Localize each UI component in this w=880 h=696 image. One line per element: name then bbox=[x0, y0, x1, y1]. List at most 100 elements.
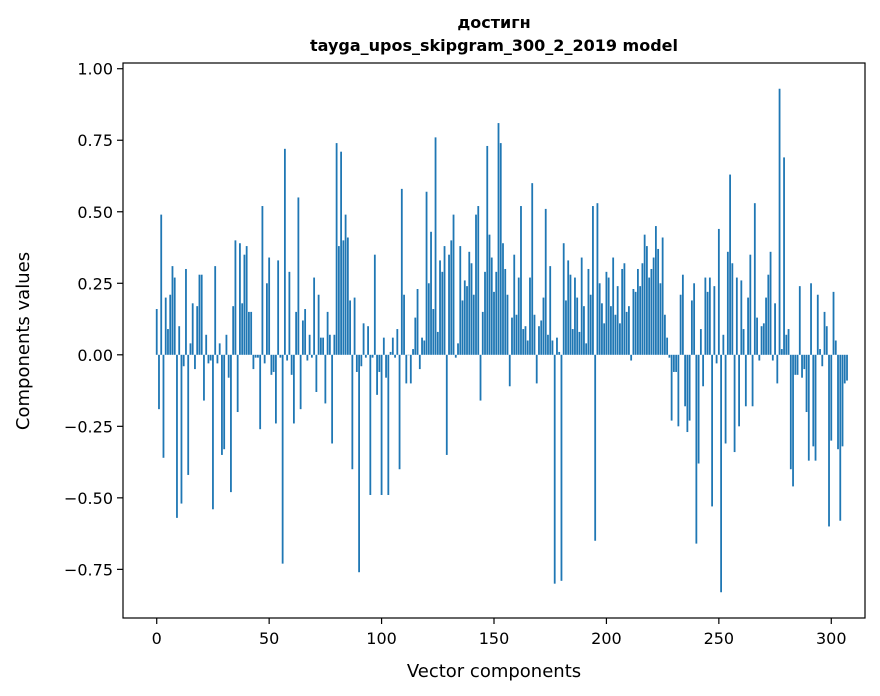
y-axis-ticks: −0.75 −0.50 −0.25 0.00 0.25 0.50 0.75 1.00 bbox=[64, 60, 123, 579]
bar bbox=[209, 354, 212, 361]
bar bbox=[252, 354, 255, 370]
bar bbox=[839, 354, 842, 521]
y-tick-label: 0.00 bbox=[77, 346, 113, 365]
bar bbox=[780, 349, 783, 355]
bar bbox=[362, 323, 365, 355]
bar bbox=[652, 257, 655, 355]
bar bbox=[290, 354, 293, 375]
bar bbox=[843, 354, 846, 384]
bar bbox=[607, 277, 610, 355]
bar bbox=[187, 354, 190, 475]
bar bbox=[425, 191, 428, 355]
bar bbox=[535, 354, 538, 384]
bar bbox=[297, 197, 300, 355]
bar bbox=[382, 337, 385, 355]
bar bbox=[580, 257, 583, 355]
bar bbox=[515, 314, 518, 355]
bar bbox=[194, 354, 196, 370]
bar bbox=[740, 280, 743, 355]
bar bbox=[614, 314, 617, 355]
y-tick-label: 1.00 bbox=[77, 60, 113, 79]
bar bbox=[430, 231, 432, 355]
bar bbox=[227, 354, 230, 378]
bar bbox=[355, 354, 358, 372]
bar bbox=[299, 354, 302, 410]
bar bbox=[423, 340, 426, 355]
bar bbox=[266, 283, 268, 355]
bar bbox=[749, 254, 752, 355]
bar bbox=[717, 228, 720, 355]
bar bbox=[445, 354, 448, 455]
bar bbox=[771, 354, 774, 361]
bar bbox=[463, 280, 466, 355]
x-tick-label: 250 bbox=[704, 629, 735, 648]
bar bbox=[571, 329, 574, 355]
bar bbox=[616, 286, 619, 355]
bar bbox=[758, 354, 761, 361]
bar bbox=[744, 354, 747, 407]
bar bbox=[814, 354, 817, 461]
bar bbox=[531, 183, 534, 355]
bar bbox=[164, 297, 167, 355]
bar bbox=[567, 260, 570, 355]
bar bbox=[340, 151, 342, 355]
bar bbox=[760, 326, 763, 355]
bar bbox=[272, 354, 275, 372]
bar bbox=[358, 354, 360, 573]
bar bbox=[328, 334, 331, 355]
bar bbox=[684, 354, 687, 407]
x-tick-label: 0 bbox=[152, 629, 162, 648]
bar bbox=[731, 263, 734, 355]
bar-series bbox=[155, 88, 848, 593]
bar bbox=[254, 354, 257, 358]
y-tick-label: −0.75 bbox=[64, 560, 113, 579]
bar bbox=[688, 354, 691, 421]
bar bbox=[715, 354, 718, 364]
bar bbox=[243, 254, 246, 355]
bar bbox=[846, 354, 848, 381]
bar bbox=[412, 349, 414, 355]
bar bbox=[234, 240, 237, 355]
bar bbox=[747, 297, 749, 355]
bar bbox=[558, 351, 561, 355]
y-tick-label: 0.50 bbox=[77, 203, 113, 222]
bar bbox=[628, 306, 630, 355]
bar bbox=[619, 323, 621, 355]
bar bbox=[533, 314, 536, 355]
bar bbox=[578, 331, 581, 355]
bar bbox=[583, 306, 585, 355]
bar bbox=[286, 354, 289, 361]
bar bbox=[810, 283, 812, 355]
bar bbox=[601, 303, 603, 355]
bar bbox=[380, 354, 383, 495]
bar bbox=[522, 329, 525, 355]
bar bbox=[310, 354, 313, 358]
bar bbox=[834, 340, 837, 355]
x-tick-label: 200 bbox=[591, 629, 622, 648]
bar bbox=[605, 271, 608, 355]
bar bbox=[526, 340, 529, 355]
bar bbox=[351, 354, 354, 470]
bar bbox=[598, 283, 601, 355]
bar bbox=[508, 354, 511, 387]
bar bbox=[659, 283, 662, 355]
bar bbox=[191, 303, 194, 355]
bar bbox=[830, 354, 833, 441]
bar bbox=[488, 234, 491, 355]
bar bbox=[825, 326, 828, 355]
y-tick-label: −0.25 bbox=[64, 417, 113, 436]
bar bbox=[637, 268, 639, 355]
bar bbox=[783, 157, 785, 355]
bar bbox=[686, 354, 689, 433]
bar bbox=[239, 243, 241, 355]
bar bbox=[742, 329, 745, 355]
bar bbox=[551, 340, 554, 355]
bar bbox=[263, 354, 266, 364]
bar bbox=[475, 214, 477, 355]
bar bbox=[173, 277, 176, 355]
x-axis-label: Vector components bbox=[407, 661, 581, 682]
bar bbox=[353, 297, 356, 355]
bar bbox=[443, 246, 446, 355]
bar bbox=[308, 334, 311, 355]
bar bbox=[391, 337, 394, 355]
